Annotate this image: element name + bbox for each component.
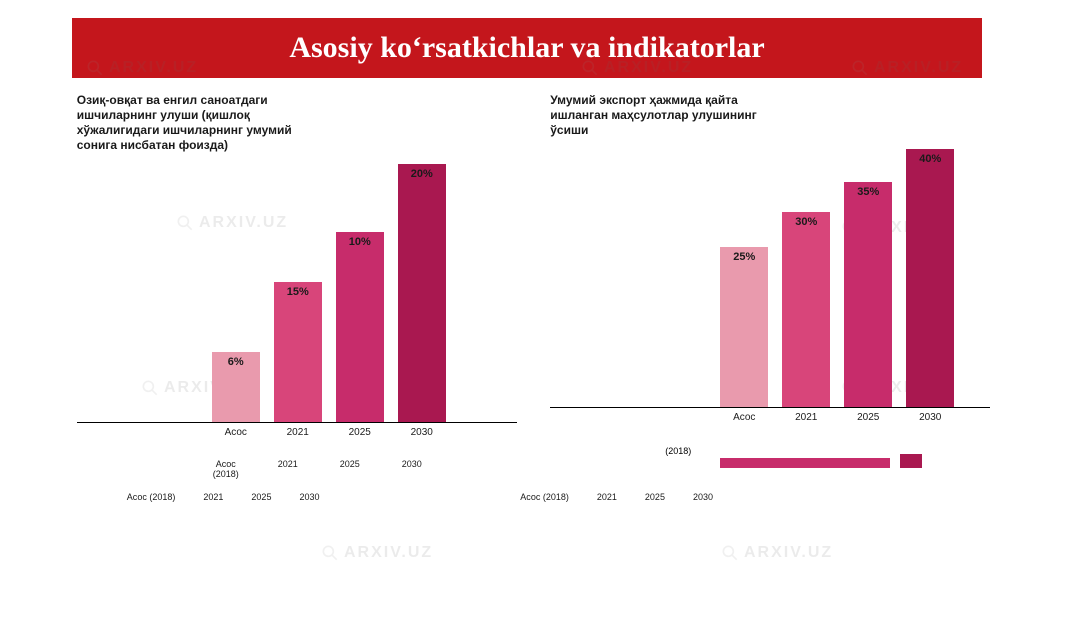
watermark: ARXIV.UZ	[720, 543, 833, 563]
chart-left-bars: 6% 15% 10% 20%	[77, 163, 517, 423]
bar-rect: 40%	[906, 149, 954, 407]
stray-label: 2030	[693, 493, 713, 503]
chart-right-bars: 25% 30% 35% 40%	[550, 148, 990, 408]
bar-1: 15%	[274, 282, 322, 422]
bar-value-label: 15%	[287, 286, 309, 298]
stray-label: 2021	[597, 493, 617, 503]
chart-left: Озиқ-овқат ва енгил саноатдаги ишчиларни…	[77, 93, 517, 438]
stray-label: Асос (2018)	[520, 493, 569, 503]
bar-rect: 10%	[336, 232, 384, 422]
watermark: ARXIV.UZ	[320, 543, 433, 563]
stray-bar	[720, 458, 890, 468]
stray-labels-2r: Асос (2018) 2021 2025 2030	[520, 493, 713, 503]
stray-bars	[720, 454, 922, 468]
stray-label: Асос (2018)	[127, 493, 176, 503]
bar-value-label: 10%	[349, 236, 371, 248]
stray-label: 2021	[203, 493, 223, 503]
xaxis-label: 2021	[782, 412, 830, 423]
xaxis-label: Асос	[720, 412, 768, 423]
stray-label: 2025	[326, 460, 374, 480]
bar-0: 6%	[212, 352, 260, 422]
bar-rect: 25%	[720, 247, 768, 407]
stray-label: 2025	[251, 493, 271, 503]
bar-3: 40%	[906, 149, 954, 407]
xaxis-label: 2030	[906, 412, 954, 423]
bar-rect: 35%	[844, 182, 892, 407]
xaxis-label: Асос	[212, 427, 260, 438]
stray-label: 2030	[388, 460, 436, 480]
bar-3: 20%	[398, 164, 446, 422]
page-title: Asosiy koʻrsatkichlar va indikatorlar	[72, 18, 982, 78]
stray-label: Асос (2018)	[202, 460, 250, 480]
bar-2: 10%	[336, 232, 384, 422]
stray-label: 2030	[299, 493, 319, 503]
stray-labels-2: Асос (2018) 2021 2025 2030	[127, 493, 320, 503]
chart-right: Умумий экспорт ҳажмида қайта ишланган ма…	[550, 93, 990, 438]
bar-2: 35%	[844, 182, 892, 407]
bar-1: 30%	[782, 212, 830, 407]
bar-value-label: 35%	[857, 186, 879, 198]
xaxis-label: 2030	[398, 427, 446, 438]
bar-value-label: 20%	[411, 168, 433, 180]
stray-bar	[900, 454, 922, 468]
chart-right-xaxis: Асос 2021 2025 2030	[550, 412, 990, 423]
bar-rect: 6%	[212, 352, 260, 422]
chart-left-xaxis: Асос 2021 2025 2030	[77, 427, 517, 438]
stray-label: 2021	[264, 460, 312, 480]
bar-rect: 30%	[782, 212, 830, 407]
bar-value-label: 25%	[733, 251, 755, 263]
bar-rect: 15%	[274, 282, 322, 422]
bar-value-label: 40%	[919, 153, 941, 165]
chart-left-title: Озиқ-овқат ва енгил саноатдаги ишчиларни…	[77, 93, 307, 153]
bar-value-label: 6%	[228, 356, 244, 368]
stray-label: 2025	[645, 493, 665, 503]
stray-labels-1: Асос (2018) 2021 2025 2030	[202, 460, 436, 480]
xaxis-label: 2025	[844, 412, 892, 423]
charts-row: Озиқ-овқат ва енгил саноатдаги ишчиларни…	[0, 93, 1067, 438]
bar-0: 25%	[720, 247, 768, 407]
stray-year-sub: (2018)	[665, 446, 691, 456]
bar-rect: 20%	[398, 164, 446, 422]
bar-value-label: 30%	[795, 216, 817, 228]
chart-right-title: Умумий экспорт ҳажмида қайта ишланган ма…	[550, 93, 780, 138]
xaxis-label: 2025	[336, 427, 384, 438]
xaxis-label: 2021	[274, 427, 322, 438]
